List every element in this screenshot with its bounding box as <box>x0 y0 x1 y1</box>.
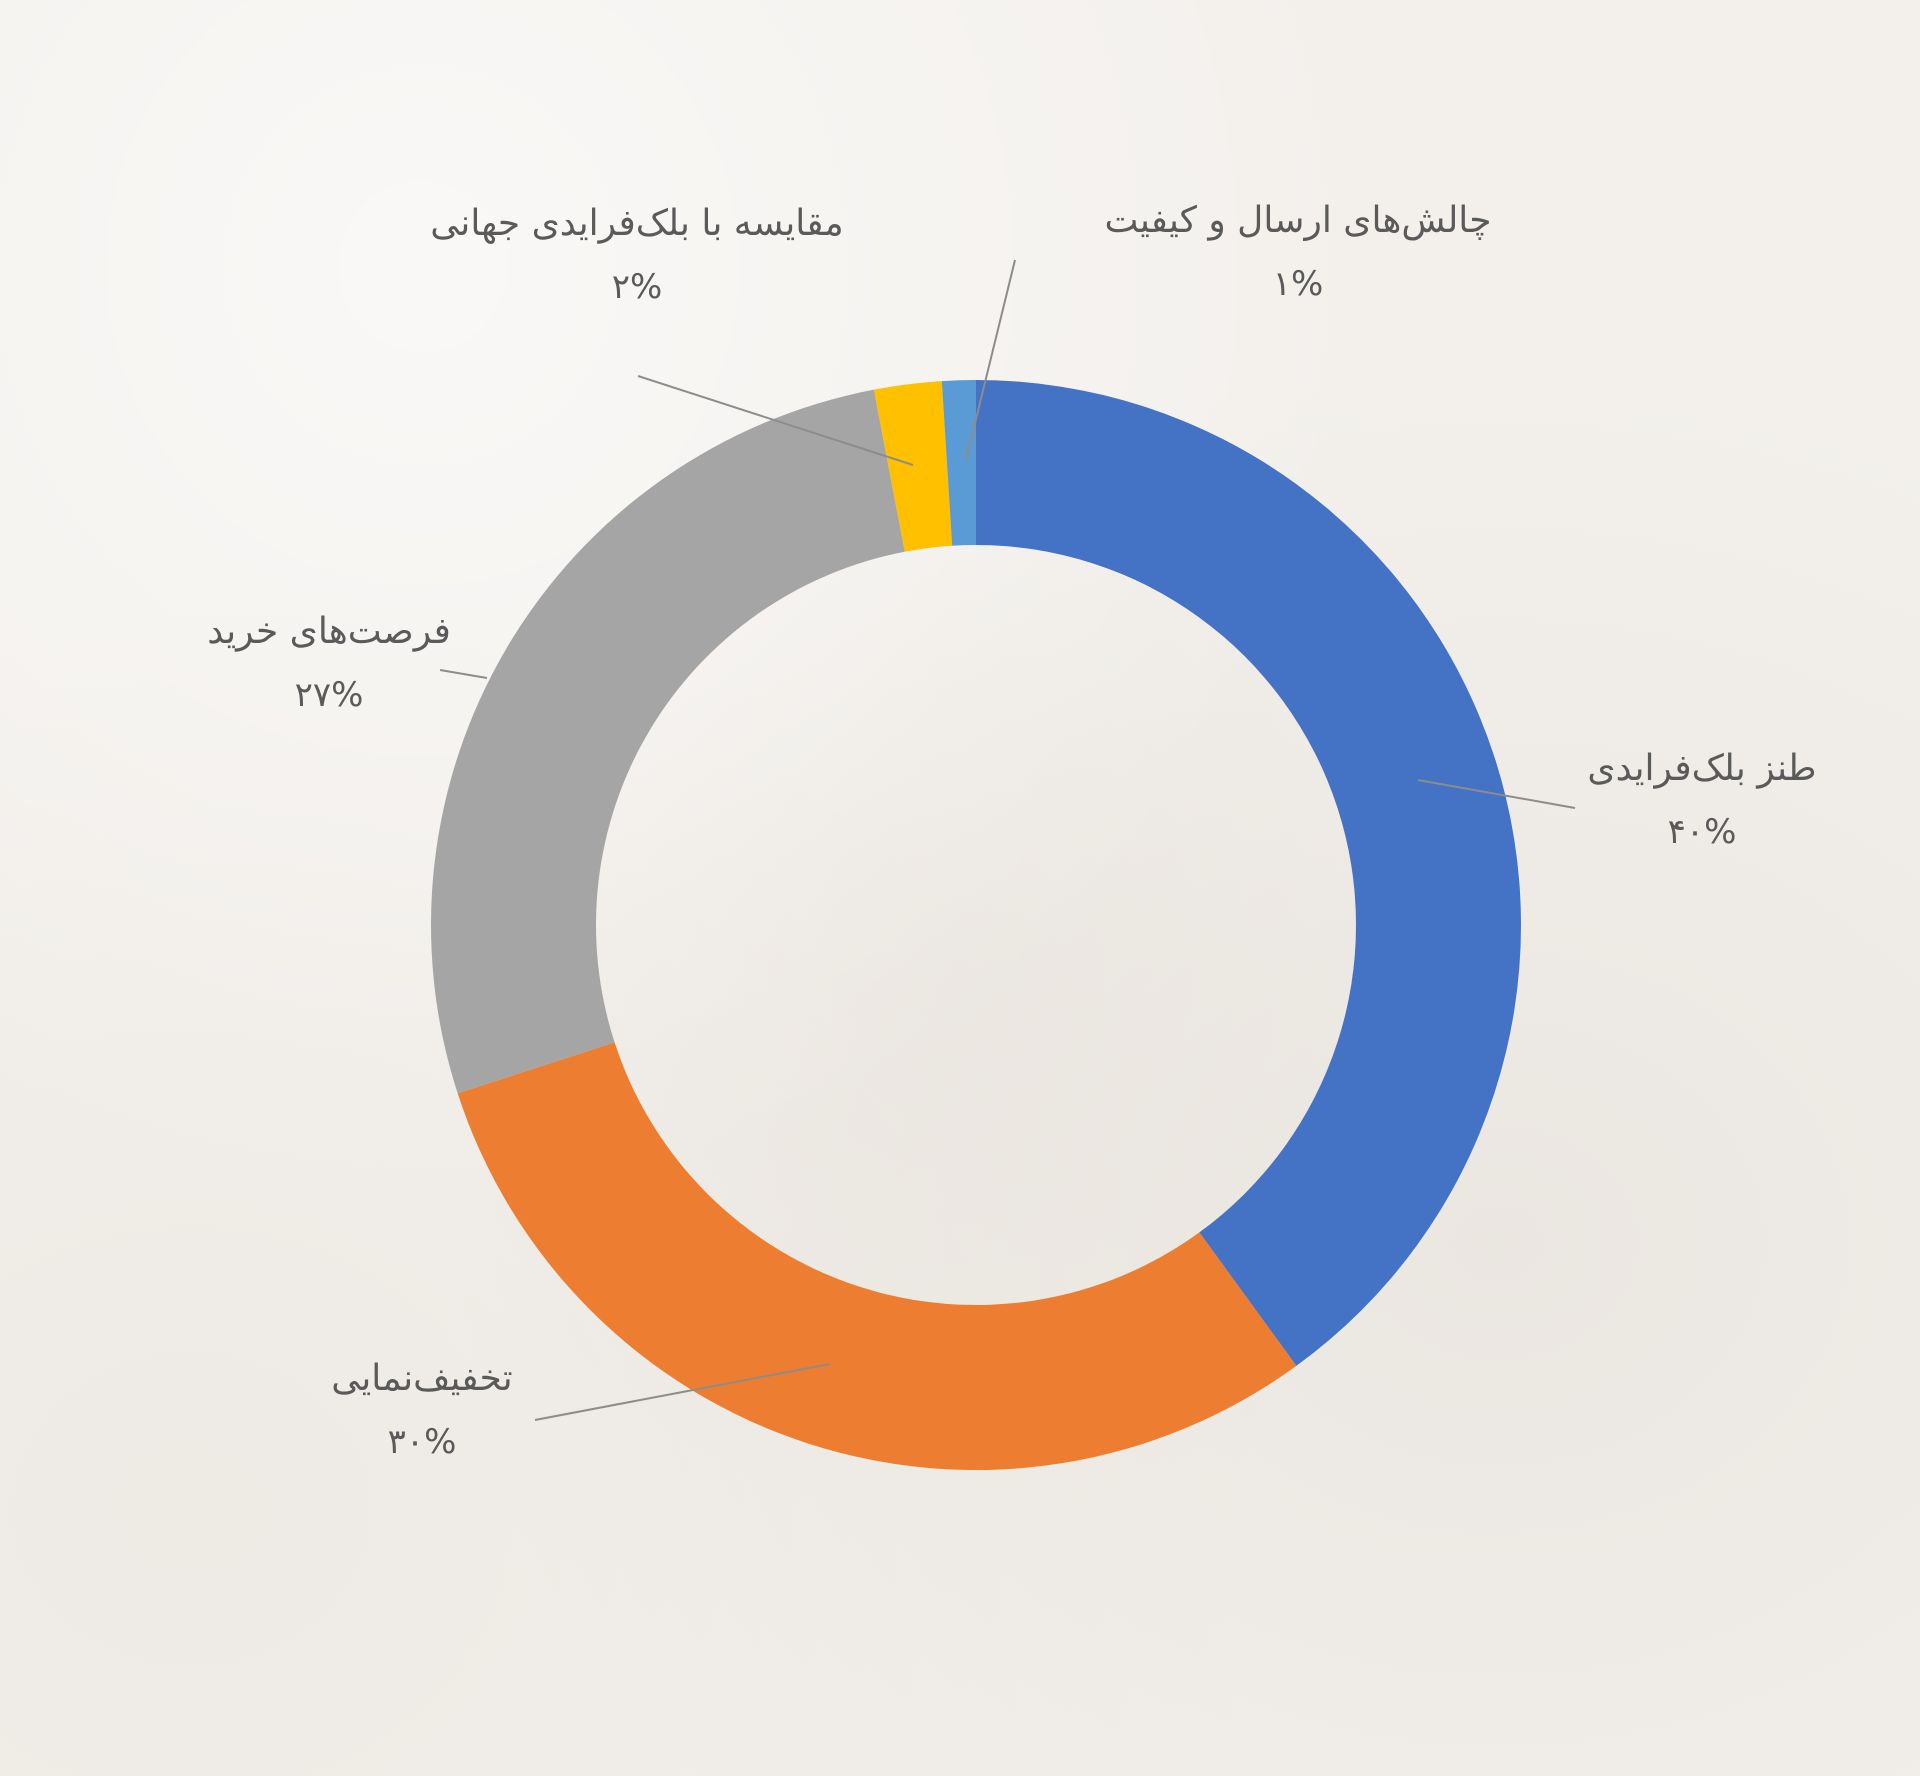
slice-percent-1: ۴۰% <box>1668 812 1737 852</box>
donut-slice-2 <box>457 1042 1297 1470</box>
slice-label-3: فرصت‌های خرید <box>207 611 451 652</box>
leader-line-2 <box>534 1363 831 1421</box>
leader-line-5 <box>965 259 1016 461</box>
slice-percent-2: ۳۰% <box>388 1422 457 1462</box>
slice-percent-3: ۲۷% <box>295 675 364 715</box>
leader-line-1 <box>1417 779 1576 809</box>
slice-label-2: تخفیف‌نمایی <box>331 1358 512 1399</box>
slice-label-4: مقایسه با بلک‌فرایدی جهانی <box>430 203 843 244</box>
leader-line-3 <box>439 669 488 679</box>
donut-slice-5 <box>941 380 976 546</box>
slice-label-5: چالش‌های ارسال و کیفیت <box>1104 200 1491 241</box>
slice-percent-5: ۱% <box>1273 264 1324 304</box>
donut-slice-4 <box>873 381 953 552</box>
slice-percent-4: ۲% <box>612 267 663 307</box>
donut-slice-1 <box>976 380 1522 1366</box>
donut-slice-3 <box>430 389 905 1094</box>
leader-line-4 <box>637 375 914 466</box>
slice-label-1: طنز بلک‌فرایدی <box>1587 748 1816 789</box>
